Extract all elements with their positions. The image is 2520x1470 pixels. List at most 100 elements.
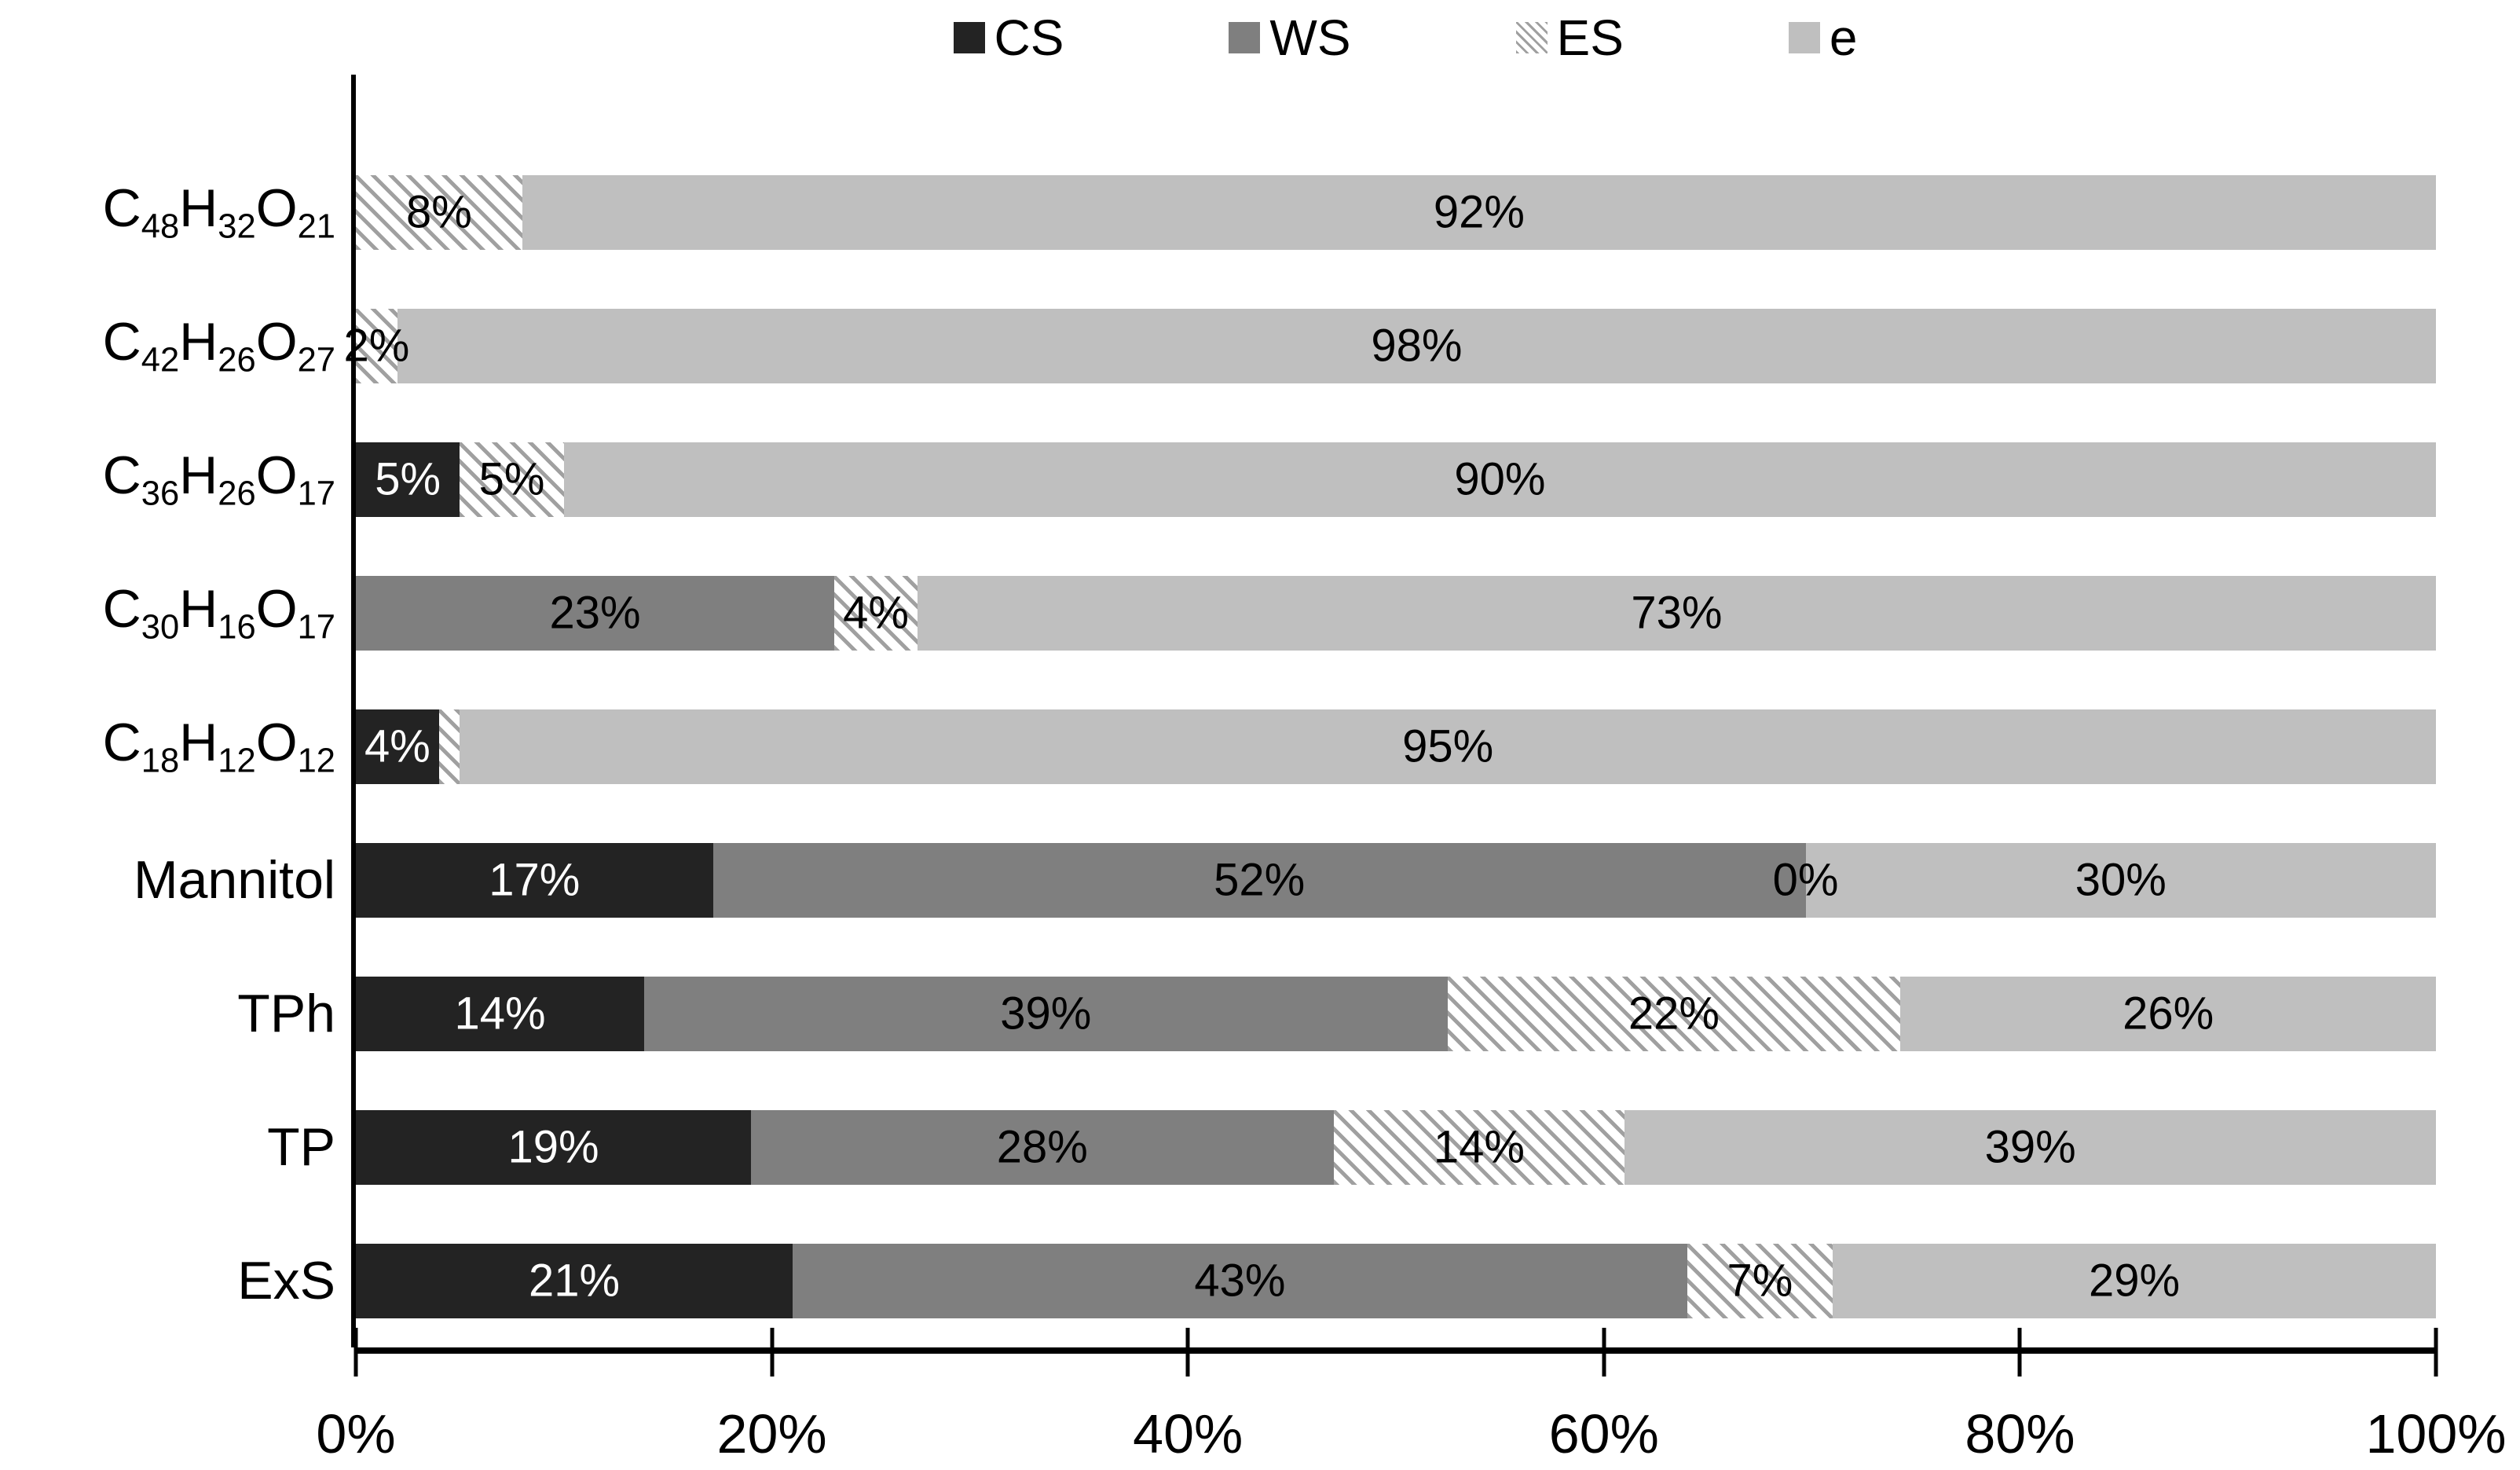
x-axis-tick — [2017, 1328, 2022, 1377]
bar-value-label: 73% — [1631, 587, 1723, 639]
bar-row: C36H26O17 5% 5% 90% — [0, 412, 2520, 546]
bar-value-label: 30% — [2075, 854, 2167, 906]
x-axis-tick — [2434, 1328, 2438, 1377]
bar-value-label: 2% — [343, 320, 410, 372]
legend: CS WS ES e — [145, 0, 2520, 75]
subscript: 30 — [141, 608, 180, 647]
bar-value-label: 98% — [1371, 320, 1463, 372]
bar-segment-ES: 2% — [344, 308, 409, 383]
legend-label: e — [1829, 9, 1858, 66]
bar-row: C48H32O21 8% 92% — [0, 145, 2520, 279]
x-axis-tick — [1602, 1328, 1606, 1377]
bar-value-label: 17% — [489, 854, 581, 906]
subscript: 16 — [218, 608, 256, 647]
category-label: TP — [267, 1117, 335, 1177]
legend-swatch-CS — [953, 21, 985, 53]
category-label: C30H16O17 — [102, 579, 335, 647]
x-axis-tick — [770, 1328, 775, 1377]
bar-segment-e: 73% — [917, 575, 2436, 651]
bar-row: TPh 14% 39% 22% 26% — [0, 947, 2520, 1080]
subscript: 36 — [141, 475, 180, 513]
bar-segment-CS: 5% — [356, 442, 460, 517]
bar-segment-WS: 39% — [644, 976, 1448, 1051]
legend-item-CS: CS — [953, 9, 1064, 67]
bar-segment-CS: 14% — [356, 976, 645, 1051]
bar-segment-e: 95% — [460, 709, 2436, 784]
legend-item-WS: WS — [1229, 9, 1351, 67]
bar-segment-e: 39% — [1624, 1109, 2436, 1185]
legend-label: CS — [994, 9, 1064, 66]
bar-segment-WS: 43% — [793, 1243, 1687, 1318]
bar-segment-CS: 4% — [356, 709, 439, 784]
x-axis: 0% 20% 40% 60% 80% 100% — [316, 1328, 2507, 1465]
bar-value-label: 52% — [1214, 854, 1306, 906]
bar-segment-e: 26% — [1900, 976, 2436, 1051]
category-label: Mannitol — [133, 850, 335, 910]
legend-swatch-e — [1788, 21, 1820, 53]
subscript: 42 — [141, 341, 180, 379]
bar-segment-e: 90% — [563, 442, 2436, 517]
bar-segment-WS: 52% — [712, 842, 1806, 918]
stacked-bar: 21% 43% 7% 29% — [356, 1243, 2436, 1318]
bar-value-label: 8% — [405, 186, 472, 238]
bar-value-label: 21% — [528, 1255, 621, 1307]
bar-row: Mannitol 17% 52% 0% 30% — [0, 813, 2520, 947]
bar-segment-e: 30% — [1805, 842, 2436, 918]
chart-area: C48H32O21 8% 92% C42H26O27 2% 98% C36H26O17 5% 5… — [0, 75, 2520, 1347]
bar-row: TP 19% 28% 14% 39% — [0, 1080, 2520, 1214]
bar-segment-CS: 21% — [356, 1243, 793, 1318]
stacked-bar: 8% 92% — [356, 174, 2436, 250]
bar-row: C18H12O12 4% 95% — [0, 680, 2520, 813]
x-axis-tick-label: 80% — [1965, 1403, 2075, 1465]
subscript: 26 — [218, 475, 256, 513]
x-axis-tick-label: 0% — [316, 1403, 396, 1465]
category-label: ExS — [237, 1251, 335, 1311]
stacked-bar: 14% 39% 22% 26% — [356, 976, 2436, 1051]
x-axis-tick — [1185, 1328, 1190, 1377]
bar-value-label: 29% — [2088, 1255, 2181, 1307]
bar-segment-CS: 19% — [356, 1109, 752, 1185]
bar-value-label: 22% — [1628, 988, 1720, 1039]
subscript: 27 — [297, 341, 335, 379]
stacked-bar: 5% 5% 90% — [356, 442, 2436, 517]
bar-value-label: 14% — [1433, 1121, 1525, 1173]
bar-segment-e: 98% — [397, 308, 2436, 383]
bar-value-label: 0% — [1772, 854, 1839, 906]
bar-segment-e: 92% — [522, 174, 2436, 250]
x-axis-tick-label: 100% — [2365, 1403, 2507, 1465]
bar-value-label: 14% — [454, 988, 546, 1039]
subscript: 21 — [297, 207, 335, 246]
bar-row: C30H16O17 23% 4% 73% — [0, 546, 2520, 680]
x-axis-tick — [353, 1328, 358, 1377]
legend-label: WS — [1269, 9, 1351, 66]
bar-segment-e: 29% — [1833, 1243, 2436, 1318]
bar-segment-WS: 28% — [751, 1109, 1334, 1185]
bar-value-label: 90% — [1454, 453, 1546, 505]
subscript: 48 — [141, 207, 180, 246]
bar-row: ExS 21% 43% 7% 29% — [0, 1214, 2520, 1347]
subscript: 26 — [218, 341, 256, 379]
bar-segment-CS: 17% — [356, 842, 713, 918]
x-axis-tick-label: 20% — [716, 1403, 827, 1465]
subscript: 12 — [297, 742, 335, 780]
bar-value-label: 7% — [1727, 1255, 1793, 1307]
bar-value-label: 5% — [375, 453, 441, 505]
bar-value-label: 92% — [1433, 186, 1525, 238]
legend-label: ES — [1556, 9, 1624, 66]
legend-swatch-WS — [1229, 21, 1261, 53]
legend-item-ES: ES — [1515, 9, 1624, 67]
legend-item-e: e — [1788, 9, 1858, 67]
bar-value-label: 5% — [478, 453, 545, 505]
stacked-bar: 19% 28% 14% 39% — [356, 1109, 2436, 1185]
stacked-bar: 17% 52% 0% 30% — [356, 842, 2436, 918]
bar-value-label: 19% — [507, 1121, 599, 1173]
stacked-bar: 4% 95% — [356, 709, 2436, 784]
bar-value-label: 28% — [996, 1121, 1088, 1173]
bar-segment-ES — [438, 709, 460, 784]
rows: C48H32O21 8% 92% C42H26O27 2% 98% C36H26O17 5% 5… — [0, 75, 2520, 1347]
category-label: TPh — [237, 984, 335, 1043]
bar-value-label: 23% — [549, 587, 641, 639]
subscript: 12 — [218, 742, 256, 780]
bar-segment-ES: 4% — [834, 575, 918, 651]
